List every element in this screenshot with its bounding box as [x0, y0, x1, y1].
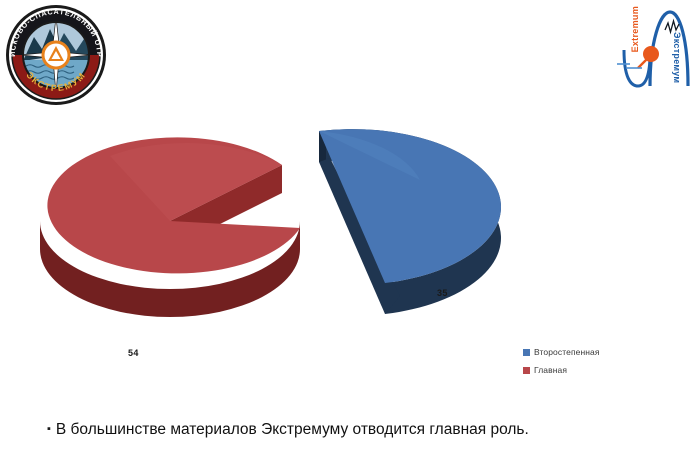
extremum-logo: Extremum Экстремум — [616, 2, 696, 90]
emblem-ring-edge — [11, 10, 101, 100]
emblem-triangle-inner — [51, 51, 61, 59]
extremum-logo-graphic — [617, 10, 690, 88]
organization-emblem: ПОИСКОВО-СПАСАТЕЛЬНЫЙ ОТРЯД ЭКСТРЕМУМ — [1, 0, 108, 107]
emblem-graphic: ПОИСКОВО-СПАСАТЕЛЬНЫЙ ОТРЯД ЭКСТРЕМУМ — [1, 0, 106, 105]
pie-chart[interactable]: 54 35 Второстепенная Главная — [0, 118, 700, 375]
pie-chart-graphic[interactable] — [30, 118, 510, 348]
logo-word-cyrillic: Экстремум — [672, 32, 682, 84]
legend-item-vtorostepennaya[interactable]: Второстепенная — [523, 344, 643, 360]
legend-swatch-red — [523, 366, 530, 374]
legend-label-vtorostepennaya: Второстепенная — [534, 347, 600, 357]
logo-valley-curve — [622, 49, 652, 88]
logo-orange-slash — [637, 53, 653, 69]
caption-text: В большинстве материалов Экстремуму отво… — [55, 421, 529, 438]
legend-item-glavnaya[interactable]: Главная — [523, 362, 643, 378]
pie-data-label-vtorostepennaya: 35 — [437, 288, 448, 298]
pie-slice-vtorostepennaya[interactable] — [319, 129, 501, 314]
pie-data-label-glavnaya: 54 — [128, 348, 139, 358]
pie-slice-glavnaya[interactable] — [40, 137, 300, 317]
pie-slice-glavnaya-highlight — [110, 143, 282, 221]
pie-slice-vtoro-highlight — [319, 131, 420, 180]
slide-caption: ▪ В большинстве материалов Экстремуму от… — [47, 421, 529, 439]
caption-bullet-icon: ▪ — [47, 423, 51, 435]
pie-slice-vtoro-top — [319, 129, 501, 283]
chart-legend: Второстепенная Главная — [523, 344, 643, 380]
logo-word-latin: Extremum — [630, 6, 640, 53]
pie-slice-vtoro-side-fill — [319, 158, 400, 314]
logo-zigzag-icon — [664, 18, 680, 35]
legend-label-glavnaya: Главная — [534, 365, 568, 375]
pie-slice-glavnaya-side — [40, 221, 300, 317]
legend-swatch-blue — [523, 348, 530, 356]
emblem-inner-ring — [22, 21, 90, 89]
